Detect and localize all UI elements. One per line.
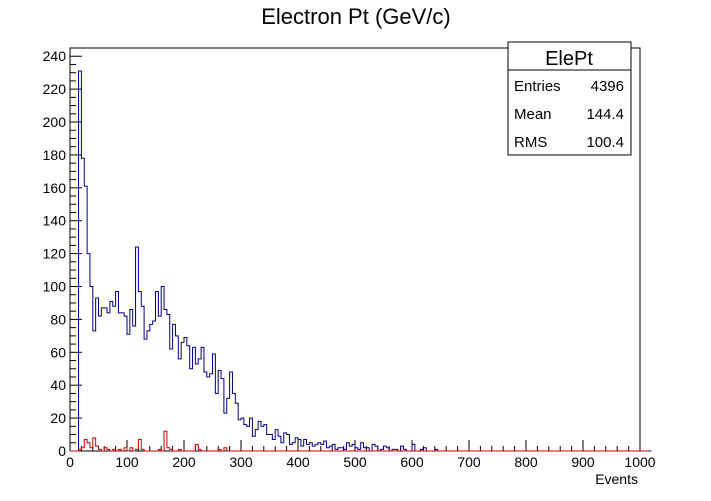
y-tick-label: 20 [50, 410, 66, 426]
stats-mean-label: Mean [514, 106, 552, 123]
histogram-series-2-line [70, 430, 649, 452]
y-tick-label: 80 [50, 311, 66, 327]
stats-rms-value: 100.4 [586, 134, 624, 151]
x-tick-label: 400 [286, 454, 310, 470]
x-tick-label: 500 [343, 454, 367, 470]
x-axis-label: Events [595, 471, 638, 487]
x-tick-label: 200 [172, 454, 196, 470]
x-tick-label: 1000 [624, 454, 655, 470]
y-tick-label: 120 [43, 246, 67, 262]
x-tick-label: 700 [457, 454, 481, 470]
y-tick-label: 40 [50, 377, 66, 393]
y-tick-label: 0 [58, 443, 66, 459]
y-tick-label: 140 [43, 213, 67, 229]
y-tick-label: 60 [50, 344, 66, 360]
y-tick-label: 180 [43, 147, 67, 163]
x-tick-label: 900 [571, 454, 595, 470]
x-tick-label: 300 [229, 454, 253, 470]
x-tick-label: 100 [115, 454, 139, 470]
chart-title: Electron Pt (GeV/c) [261, 4, 451, 29]
stats-mean-value: 144.4 [586, 106, 624, 123]
histogram-series [70, 70, 652, 452]
x-tick-label: 800 [514, 454, 538, 470]
stats-entries-value: 4396 [591, 78, 624, 95]
stats-box-name: ElePt [545, 48, 593, 70]
y-tick-label: 160 [43, 180, 67, 196]
stats-box: ElePt Entries 4396 Mean 144.4 RMS 100.4 [507, 41, 632, 156]
x-tick-label: 600 [400, 454, 424, 470]
y-tick-label: 240 [43, 48, 67, 64]
stats-entries-label: Entries [514, 78, 561, 95]
y-tick-label: 200 [43, 114, 67, 130]
x-tick-label: 0 [66, 454, 74, 470]
stats-box-frame [507, 41, 632, 156]
y-tick-label: 220 [43, 81, 67, 97]
stats-rms-label: RMS [514, 134, 547, 151]
y-tick-label: 100 [43, 279, 67, 295]
y-axis: 0 20 40 60 80 100 120 140 160 180 200 220 240 [43, 47, 82, 459]
